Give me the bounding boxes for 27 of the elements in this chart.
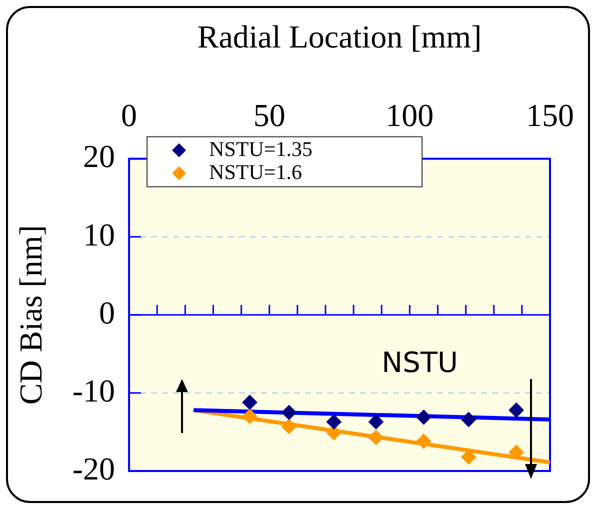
y-tick-label: 20	[83, 138, 116, 174]
point	[508, 444, 524, 460]
point	[368, 430, 384, 445]
legend-label: NSTU=1.35	[209, 136, 312, 161]
x-tick-label: 100	[386, 97, 434, 134]
point	[326, 425, 342, 440]
point	[282, 404, 297, 420]
point	[242, 394, 258, 410]
point	[282, 419, 297, 434]
annotation: NSTU	[382, 346, 458, 380]
y-tick-label: 10	[83, 216, 116, 252]
point	[242, 408, 258, 424]
point	[461, 412, 476, 427]
y-tick-label: -10	[72, 372, 116, 408]
x-tick-label: 50	[253, 97, 286, 134]
point	[368, 414, 384, 430]
point	[416, 410, 432, 425]
point	[326, 414, 342, 430]
y-tick-label: -20	[72, 450, 116, 486]
x-tick-label: 0	[121, 97, 138, 134]
y-axis-title: CD Bias [nm]	[12, 225, 49, 405]
x-tick-label: 150	[526, 97, 574, 134]
point	[416, 434, 432, 449]
point	[508, 402, 524, 418]
x-axis-title: Radial Location [mm]	[197, 18, 482, 55]
legend-label: NSTU=1.6	[209, 160, 302, 184]
y-tick-label: 0	[99, 294, 116, 330]
